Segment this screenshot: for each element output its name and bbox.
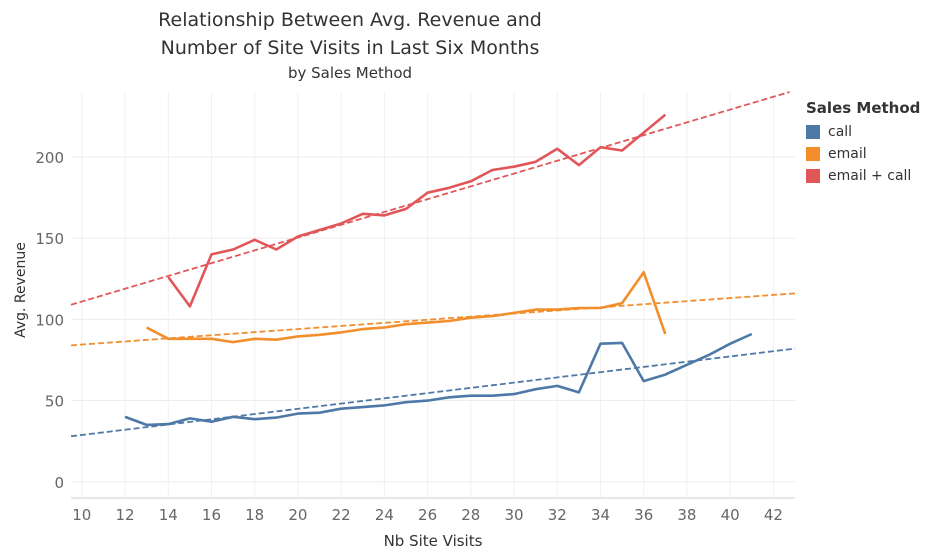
x-tick-label: 32 (548, 506, 567, 524)
y-tick-label: 0 (54, 474, 64, 492)
x-tick-label: 18 (245, 506, 264, 524)
x-tick-label: 26 (418, 506, 437, 524)
x-tick-label: 14 (159, 506, 178, 524)
legend-swatch (806, 169, 820, 183)
x-tick-label: 20 (288, 506, 307, 524)
y-tick-label: 50 (45, 393, 64, 411)
y-tick-label: 200 (35, 149, 64, 167)
trend-line-call (70, 347, 796, 438)
chart-title: Relationship Between Avg. Revenue and (158, 9, 542, 31)
y-tick-labels: 0 50 100 150 200 (35, 149, 64, 492)
legend-item-email[interactable]: email (806, 143, 920, 165)
series-line-email (145, 270, 667, 344)
chart-subtitle: by Sales Method (287, 64, 413, 82)
legend-swatch (806, 147, 820, 161)
y-tick-label: 150 (35, 230, 64, 248)
legend-label: call (828, 124, 853, 140)
legend: Sales Method call email email + call (806, 99, 920, 187)
x-tick-label: 16 (202, 506, 221, 524)
x-axis-label: Nb Site Visits (384, 532, 483, 550)
trend-line-email-call (70, 91, 790, 306)
y-tick-label: 100 (35, 311, 64, 329)
series-lines (124, 113, 753, 427)
chart-title-line2: Number of Site Visits in Last Six Months (160, 37, 540, 59)
x-tick-label: 30 (504, 506, 523, 524)
x-tick-labels: 10 12 14 16 18 20 22 24 26 28 30 32 34 36 38 40 42 (72, 506, 783, 524)
legend-swatch (806, 125, 820, 139)
trend-line-email (70, 292, 796, 347)
legend-item-call[interactable]: call (806, 121, 920, 143)
x-tick-label: 12 (115, 506, 134, 524)
series-line-call (124, 332, 753, 427)
x-tick-label: 22 (332, 506, 351, 524)
x-tick-label: 40 (721, 506, 740, 524)
x-tick-label: 10 (72, 506, 91, 524)
y-axis-label: Avg. Revenue (13, 242, 29, 338)
x-tick-label: 24 (375, 506, 394, 524)
x-tick-label: 34 (591, 506, 610, 524)
legend-label: email + call (828, 168, 912, 184)
x-tick-label: 28 (461, 506, 480, 524)
trend-lines (70, 91, 796, 438)
legend-item-email-call[interactable]: email + call (806, 165, 920, 187)
legend-label: email (828, 146, 867, 162)
series-line-email-call (167, 113, 667, 308)
x-tick-label: 38 (677, 506, 696, 524)
grid-lines (71, 92, 795, 498)
x-tick-label: 36 (634, 506, 653, 524)
x-tick-label: 42 (764, 506, 783, 524)
legend-title: Sales Method (806, 99, 921, 117)
